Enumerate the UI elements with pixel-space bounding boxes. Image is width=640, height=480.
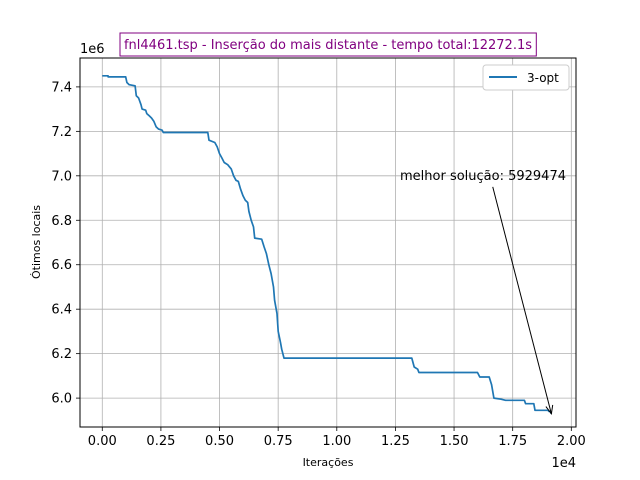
y-axis-ticks: 6.0 6.2 6.4 6.6 6.8 7.0 7.2 7.4 [51, 80, 80, 407]
y-tick-label: 6.2 [51, 347, 72, 362]
y-tick-label: 6.6 [51, 258, 72, 273]
x-tick-label: 0.50 [205, 434, 234, 449]
x-tick-label: 1.75 [498, 434, 527, 449]
legend-series-label: 3-opt [527, 71, 559, 85]
plot-area [80, 58, 576, 427]
title-box [119, 32, 537, 57]
annotation-text: melhor solução: 5929474 [400, 169, 566, 184]
x-tick-label: 1.50 [440, 434, 469, 449]
y-tick-label: 7.0 [51, 169, 72, 184]
x-tick-label: 1.25 [381, 434, 410, 449]
y-tick-label: 7.2 [51, 125, 72, 140]
x-offset-label: 1e4 [551, 456, 576, 471]
x-tick-label: 0.00 [88, 434, 117, 449]
y-offset-label: 1e6 [80, 42, 105, 57]
x-tick-label: 0.75 [264, 434, 293, 449]
x-axis-label: Iterações [303, 456, 354, 469]
legend-box [482, 64, 570, 91]
series-layer [102, 74, 553, 415]
x-tick-label: 0.25 [146, 434, 175, 449]
y-tick-label: 6.8 [51, 214, 72, 229]
y-tick-label: 6.4 [51, 303, 72, 318]
y-tick-label: 7.4 [51, 80, 72, 95]
legend: 3-opt [482, 64, 570, 91]
x-axis-ticks: 0.00 0.25 0.50 0.75 1.00 1.25 1.50 1.75 2.00 [88, 427, 586, 449]
y-axis-label: Ótimos locais [30, 205, 43, 279]
y-tick-label: 6.0 [51, 392, 72, 407]
annotation-arrow-line [492, 186, 552, 414]
x-tick-label: 2.00 [557, 434, 586, 449]
chart-title: fnl4461.tsp - Inserção do mais distante … [124, 38, 532, 53]
annotation: melhor solução: 5929474 [400, 169, 566, 416]
x-tick-label: 1.00 [322, 434, 351, 449]
series-line-3-opt [102, 74, 553, 415]
annotation-arrow-head [545, 404, 554, 416]
plot-frame [79, 57, 577, 428]
